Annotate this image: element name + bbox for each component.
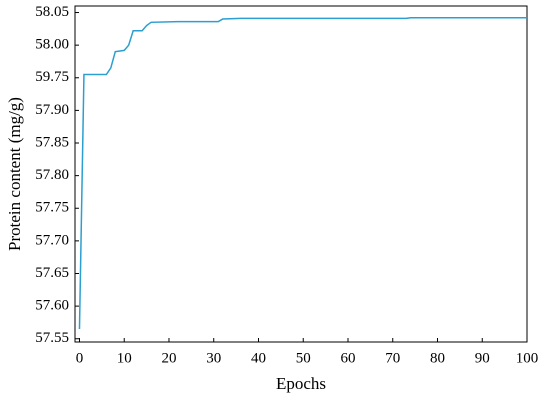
x-tick-label: 0 (76, 350, 84, 366)
x-tick-label: 40 (251, 350, 266, 366)
x-tick-label: 30 (206, 350, 221, 366)
x-tick-label: 80 (430, 350, 445, 366)
x-axis-label: Epochs (276, 374, 326, 393)
y-tick-label: 58.05 (35, 4, 69, 20)
x-tick-label: 90 (475, 350, 490, 366)
y-tick-label: 57.80 (35, 167, 69, 183)
y-axis-label: Protein content (mg/g) (5, 97, 24, 251)
y-tick-label: 59.75 (35, 69, 69, 85)
y-tick-label: 57.90 (35, 102, 69, 118)
x-tick-label: 10 (117, 350, 132, 366)
plot-frame (74, 5, 528, 343)
data-line (78, 16, 527, 329)
y-tick-label: 57.60 (35, 298, 69, 314)
y-tick-label: 57.55 (35, 330, 69, 346)
y-tick-label: 57.65 (35, 265, 69, 281)
y-tick-label: 57.70 (35, 232, 69, 248)
y-tick-label: 57.75 (35, 200, 69, 216)
x-tick-label: 70 (385, 350, 400, 366)
x-tick-label: 50 (296, 350, 311, 366)
y-tick-label: 57.85 (35, 134, 69, 150)
x-tick-label: 60 (340, 350, 355, 366)
y-tick-label: 58.00 (35, 37, 69, 53)
x-tick-label: 20 (161, 350, 176, 366)
x-tick-label: 100 (516, 350, 539, 366)
